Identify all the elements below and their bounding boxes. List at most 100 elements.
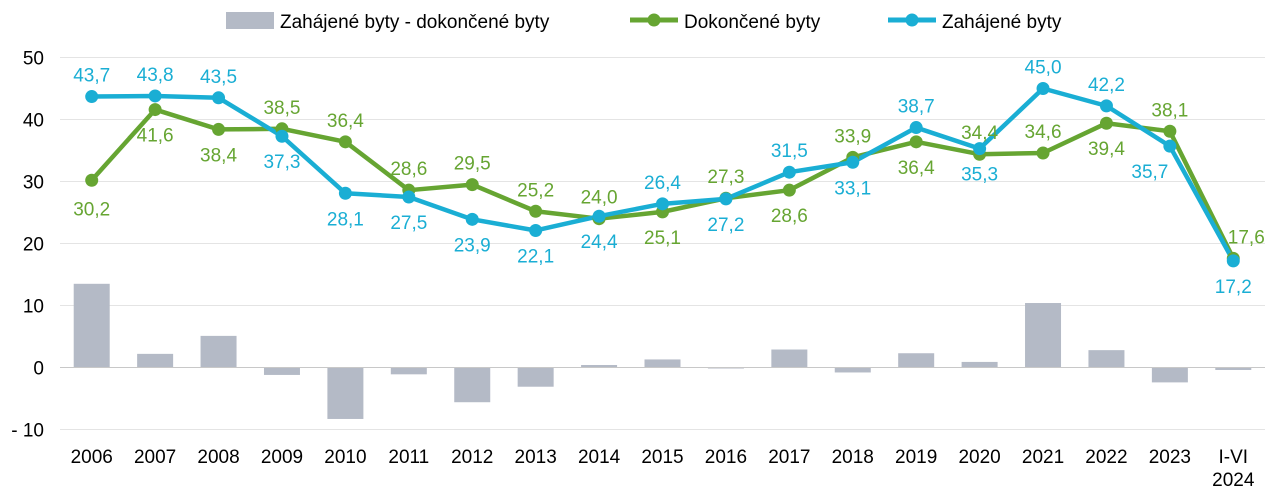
bar — [771, 349, 808, 368]
marker-completed — [1036, 146, 1050, 160]
data-label-completed: 38,4 — [200, 145, 237, 166]
x-tick-label: 2020 — [958, 447, 1000, 468]
marker-started — [1099, 99, 1113, 113]
data-label-completed: 36,4 — [327, 111, 364, 132]
data-labels: 30,2 41,6 38,4 38,5 36,4 28,6 29,5 25,2 24,0 25,1… — [73, 58, 1265, 298]
marker-completed — [529, 204, 543, 218]
marker-started — [465, 212, 479, 226]
data-label-completed: 17,6 — [1228, 227, 1265, 248]
marker-started — [592, 209, 606, 223]
gridlines — [60, 57, 1265, 430]
marker-completed — [909, 135, 923, 149]
x-tick-label: 2015 — [641, 447, 683, 468]
data-label-started: 26,4 — [644, 173, 681, 194]
data-label-started: 22,1 — [517, 246, 554, 267]
y-tick-label: 10 — [23, 297, 44, 318]
data-label-started: 35,7 — [1131, 162, 1168, 183]
x-tick-label: 2016 — [705, 447, 747, 468]
marker-started — [338, 186, 352, 200]
bar — [898, 353, 935, 368]
x-tick-label: 2017 — [768, 447, 810, 468]
marker-started — [909, 121, 923, 135]
data-label-completed: 34,4 — [961, 123, 998, 144]
x-tick-label: 2021 — [1022, 447, 1064, 468]
data-label-completed: 34,6 — [1025, 122, 1062, 143]
marker-started — [402, 190, 416, 204]
bar — [961, 361, 998, 368]
data-label-started: 45,0 — [1025, 58, 1062, 79]
marker-started — [212, 91, 226, 105]
marker-completed — [1099, 116, 1113, 130]
marker-started — [1163, 139, 1177, 153]
bar — [1215, 367, 1252, 370]
data-label-completed: 28,6 — [390, 159, 427, 180]
data-label-started: 35,3 — [961, 165, 998, 186]
marker-completed — [338, 135, 352, 149]
data-label-started: 31,5 — [771, 141, 808, 162]
data-label-completed: 39,4 — [1088, 139, 1125, 160]
x-tick-label: 2006 — [71, 447, 113, 468]
data-label-started: 33,1 — [834, 178, 871, 199]
x-tick-label: 2024 — [1212, 470, 1255, 491]
data-label-started: 38,7 — [898, 97, 935, 118]
x-tick-label: 2019 — [895, 447, 937, 468]
bar — [1151, 367, 1188, 383]
bar-series — [73, 283, 1252, 419]
data-label-completed: 29,5 — [454, 154, 491, 175]
bar — [581, 365, 618, 368]
bar — [137, 353, 174, 368]
marker-started — [85, 90, 99, 104]
data-label-started: 42,2 — [1088, 75, 1125, 96]
marker-started — [275, 129, 289, 143]
x-tick-label: 2007 — [134, 447, 176, 468]
x-tick-label: 2010 — [324, 447, 366, 468]
bar — [517, 367, 554, 387]
data-label-started: 43,7 — [73, 66, 110, 87]
y-tick-label: - 10 — [11, 421, 44, 442]
data-label-completed: 38,1 — [1151, 100, 1188, 121]
data-label-started: 24,4 — [581, 232, 618, 253]
bar — [390, 367, 427, 375]
data-label-started: 43,5 — [200, 67, 237, 88]
data-label-completed: 25,1 — [644, 228, 681, 249]
data-label-completed: 27,3 — [707, 167, 744, 188]
legend-label-difference: Zahájené byty - dokončené byty — [280, 12, 550, 33]
x-tick-label: 2013 — [515, 447, 557, 468]
data-label-completed: 28,6 — [771, 206, 808, 227]
legend-label-started: Zahájené byty — [942, 12, 1062, 33]
marker-completed — [148, 103, 162, 117]
marker-completed — [782, 183, 796, 197]
data-label-completed: 41,6 — [137, 126, 174, 147]
data-label-started: 37,3 — [263, 152, 300, 173]
x-tick-label: I-VI — [1219, 447, 1249, 468]
x-tick-label: 2011 — [388, 447, 429, 468]
bar — [1025, 303, 1062, 368]
y-tick-label: 50 — [23, 49, 44, 70]
x-tick-label: 2008 — [197, 447, 239, 468]
legend: Zahájené byty - dokončené byty Dokončené… — [226, 12, 1062, 33]
marker-started — [782, 165, 796, 179]
x-tick-label: 2018 — [832, 447, 874, 468]
legend-swatch-difference — [226, 12, 274, 29]
data-label-completed: 38,5 — [263, 98, 300, 119]
y-axis-ticks: - 10 0 10 20 30 40 50 — [11, 49, 44, 442]
y-tick-label: 0 — [33, 359, 44, 380]
bar — [1088, 350, 1125, 368]
x-axis-ticks: 2006 2007 2008 2009 2010 2011 2012 2013 2014 2015… — [71, 447, 1255, 491]
data-label-started: 28,1 — [327, 209, 364, 230]
marker-completed — [465, 178, 479, 192]
data-label-completed: 30,2 — [73, 199, 110, 220]
bar — [327, 367, 364, 419]
data-label-started: 17,2 — [1215, 277, 1252, 298]
data-label-started: 27,2 — [707, 215, 744, 236]
y-tick-label: 20 — [23, 235, 44, 256]
bar — [834, 367, 871, 373]
y-tick-label: 40 — [23, 111, 44, 132]
y-tick-label: 30 — [23, 173, 44, 194]
marker-started — [1036, 82, 1050, 95]
marker-started — [1226, 254, 1240, 268]
x-tick-label: 2022 — [1085, 447, 1127, 468]
bar — [454, 367, 491, 403]
line-markers — [85, 82, 1240, 268]
marker-completed — [1163, 124, 1177, 138]
